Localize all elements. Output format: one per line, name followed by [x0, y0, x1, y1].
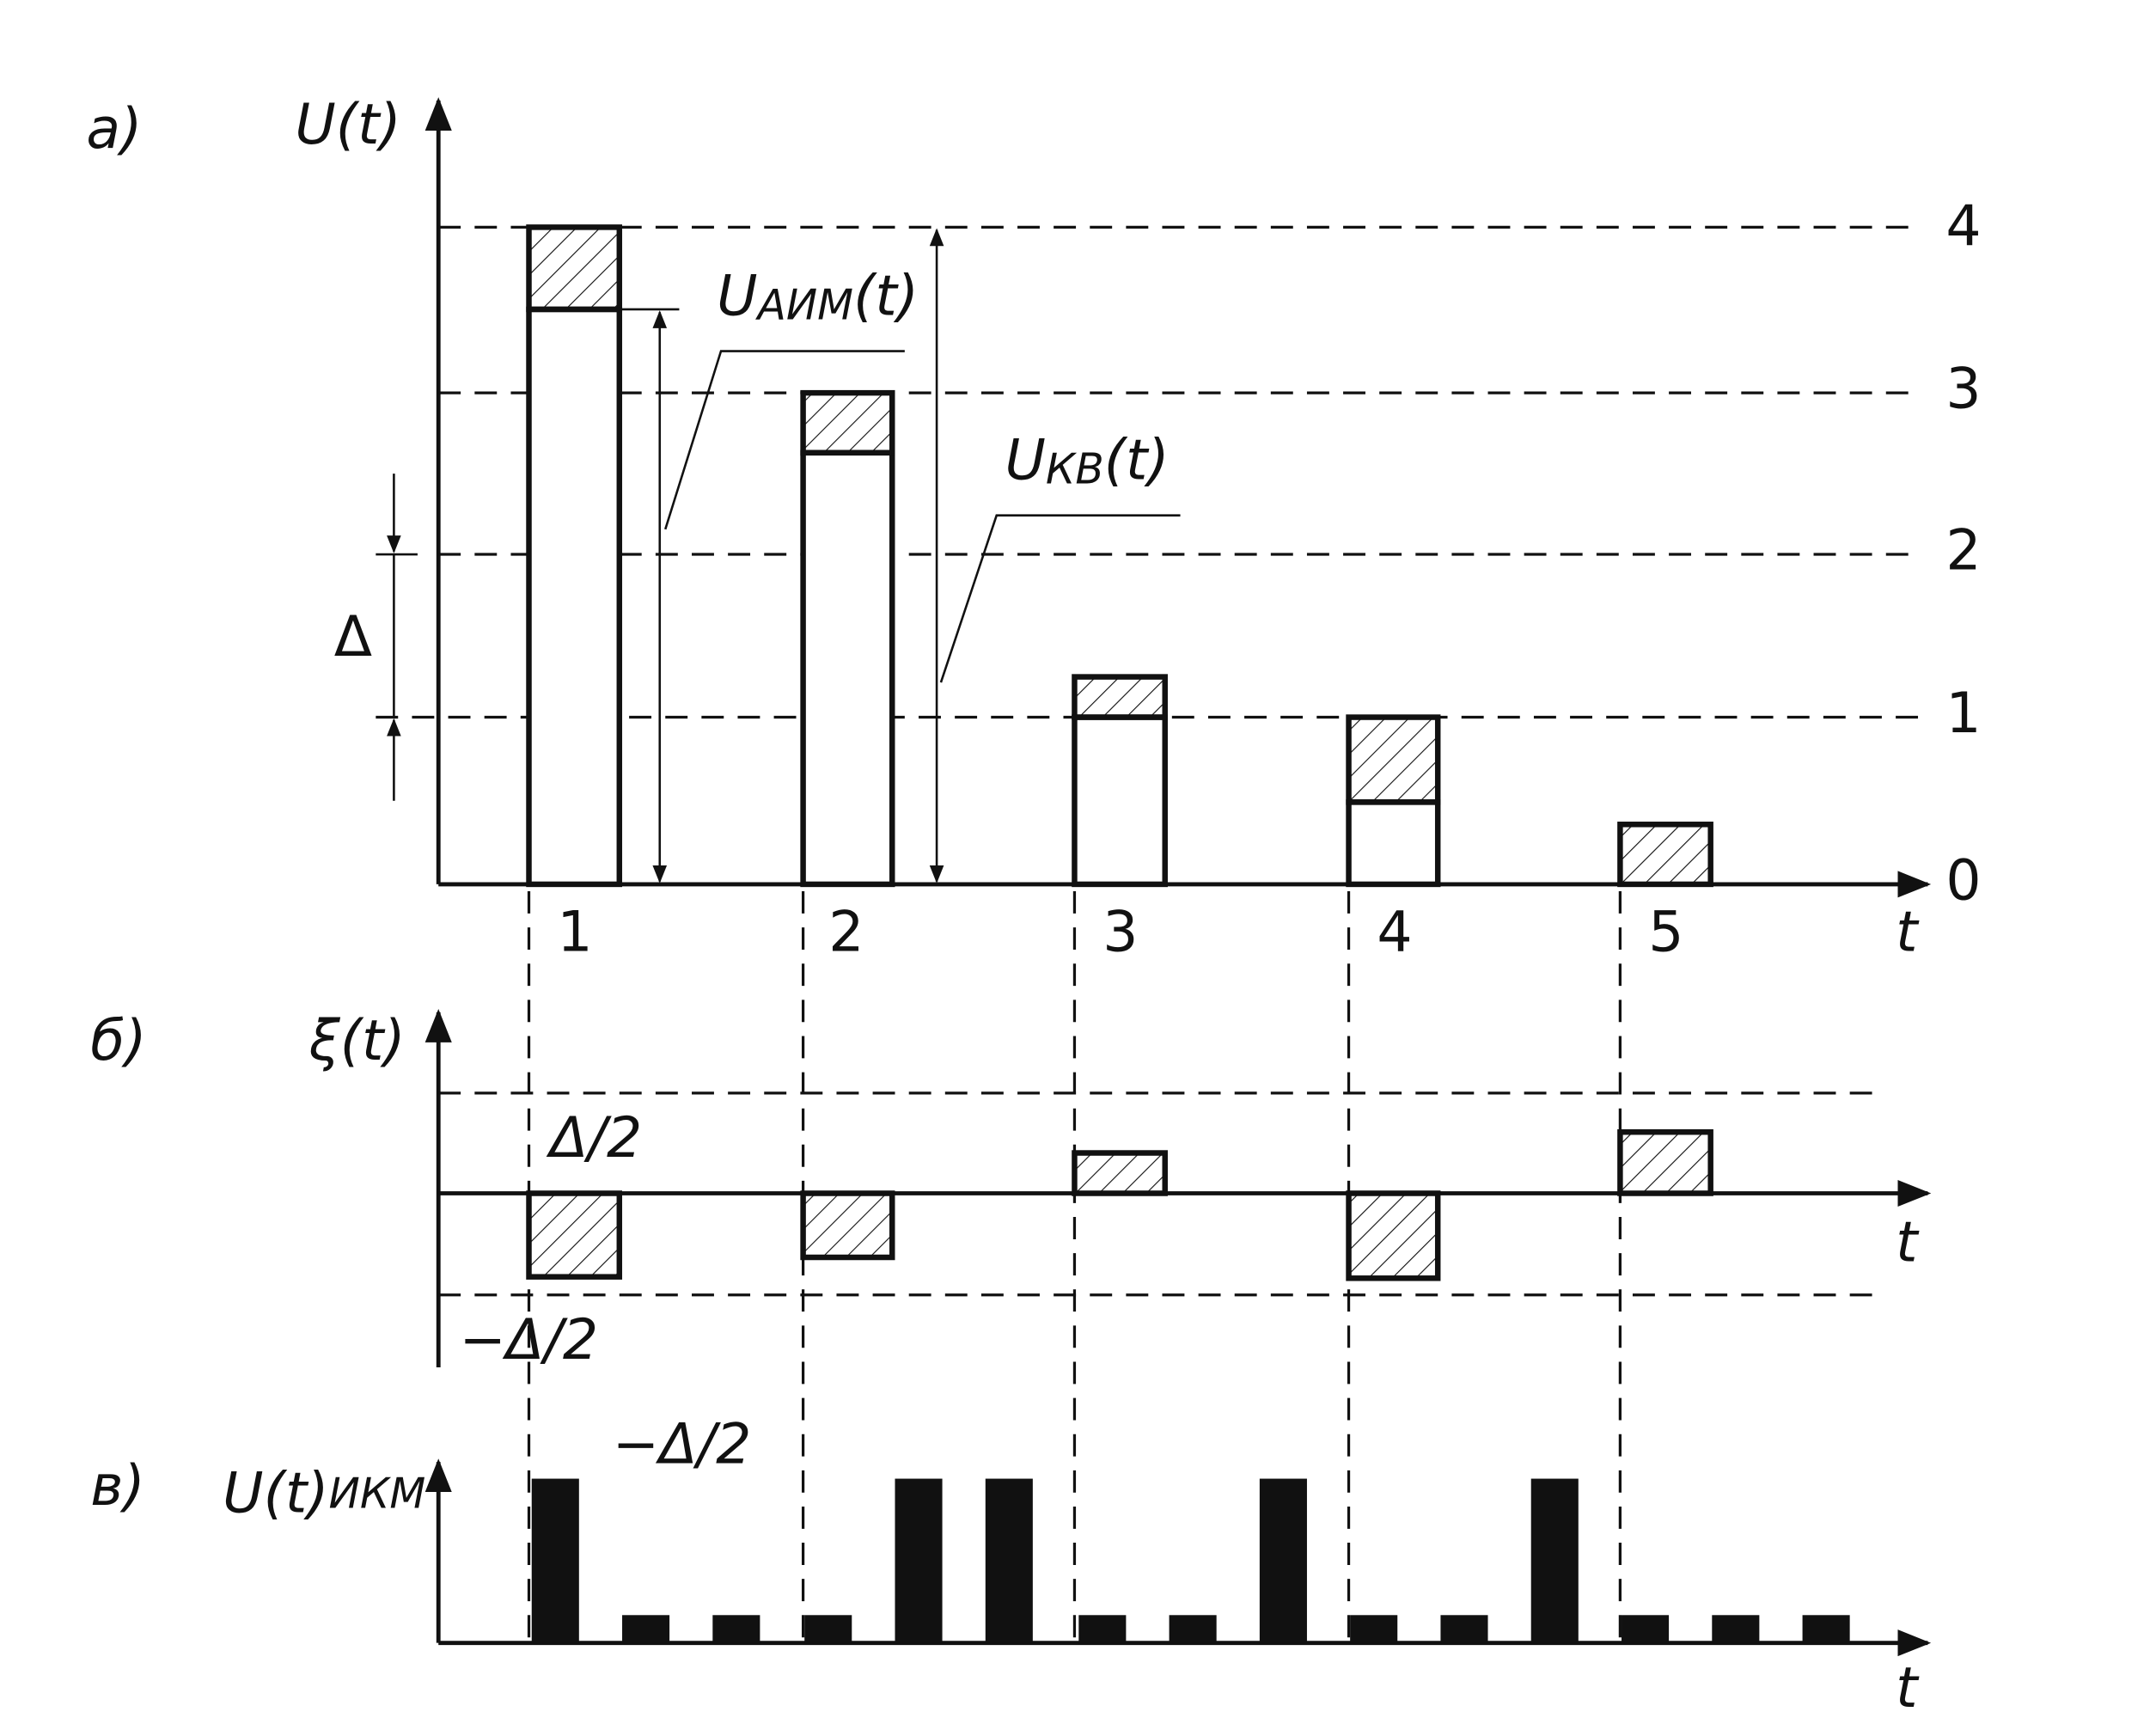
panel-label: в) — [90, 1454, 144, 1519]
level-label: 2 — [1945, 519, 1981, 584]
axis-label: U(t) — [295, 93, 400, 157]
axis-label: ξ(t) — [308, 1009, 406, 1073]
neg-half-delta: −Δ/2 — [460, 1308, 599, 1372]
text: U — [1005, 428, 1045, 492]
sample-number: 1 — [557, 900, 592, 964]
text: КВ — [1046, 445, 1104, 493]
axis-label: t — [1896, 1211, 1920, 1275]
leader — [939, 514, 1181, 683]
samples — [526, 224, 1713, 888]
panel-b: б) ξ(t) t Δ/2 −Δ/2 — [90, 1009, 1932, 1372]
guides — [527, 891, 1622, 1643]
axis-label: t — [1896, 900, 1920, 964]
text: АИМ — [755, 281, 853, 329]
text: (t) — [1104, 428, 1170, 492]
text: (t) — [853, 264, 919, 328]
text: U(t) — [223, 1461, 328, 1525]
level-label: 3 — [1945, 358, 1981, 422]
pcm-pulses — [531, 1478, 1850, 1643]
leader — [664, 350, 905, 530]
panel-c: в) U(t)ИКМ −Δ/2 t — [90, 1412, 1932, 1721]
half-delta: Δ/2 — [546, 1106, 642, 1171]
level-label: 0 — [1945, 848, 1981, 913]
level-label: 4 — [1945, 194, 1981, 259]
text: U — [717, 264, 757, 328]
label-u-aim: UАИМ(t) — [717, 264, 919, 329]
panel-a: а) U(t) 0 1 2 3 4 t 1 2 3 4 5 UАИМ(t) UК… — [86, 93, 1981, 964]
panel-label: б) — [90, 1009, 146, 1073]
text: ИКМ — [329, 1470, 426, 1519]
axis-label: U(t)ИКМ — [223, 1461, 425, 1525]
label-u-kv: UКВ(t) — [1005, 428, 1169, 493]
axis-label: t — [1896, 1656, 1920, 1721]
sample-number: 5 — [1648, 900, 1683, 964]
panel-label: а) — [86, 97, 142, 162]
delta: Δ — [334, 605, 372, 669]
neg-half-delta: −Δ/2 — [613, 1412, 752, 1476]
level-label: 1 — [1945, 682, 1981, 746]
sample-number: 3 — [1102, 900, 1138, 964]
sample-number: 2 — [828, 900, 864, 964]
sample-number: 4 — [1377, 900, 1412, 964]
